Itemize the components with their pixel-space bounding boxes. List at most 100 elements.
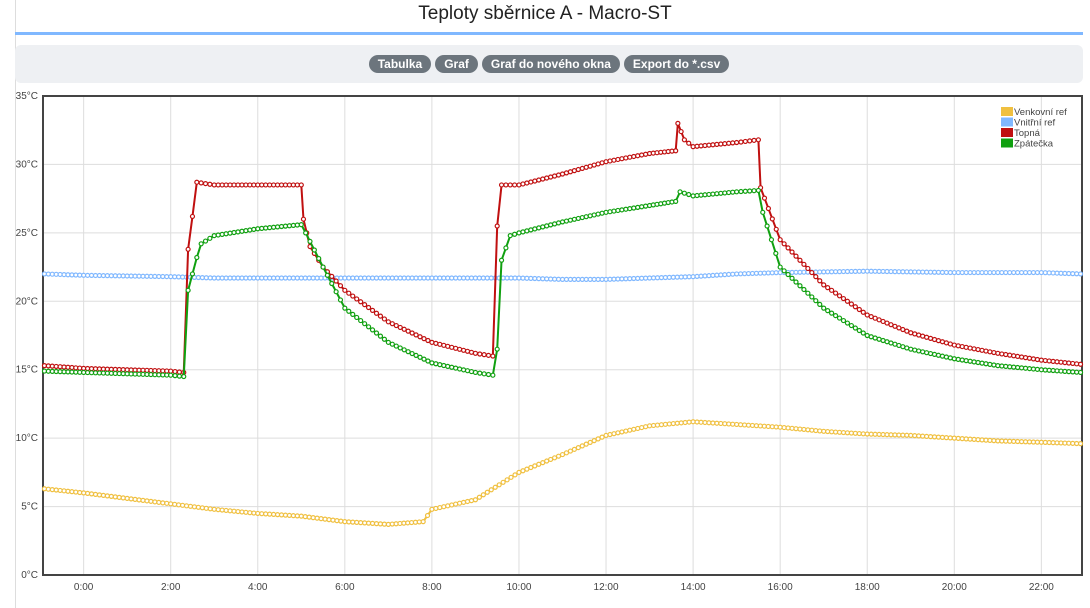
data-point — [333, 289, 339, 295]
data-point — [302, 514, 308, 520]
data-point — [247, 227, 253, 233]
data-point — [840, 295, 847, 302]
data-point — [836, 293, 843, 299]
data-point — [311, 247, 317, 253]
data-point — [825, 308, 831, 314]
data-point — [231, 229, 237, 236]
data-point — [773, 226, 779, 232]
data-point — [789, 275, 795, 281]
data-point — [559, 451, 566, 458]
data-point — [955, 356, 961, 362]
data-point — [619, 207, 625, 213]
data-point — [500, 479, 506, 485]
data-point — [512, 231, 518, 237]
data-point — [995, 350, 1001, 356]
data-point — [84, 490, 91, 496]
data-point — [385, 319, 391, 325]
data-point — [460, 499, 467, 505]
data-point — [494, 223, 500, 229]
data-point — [777, 264, 783, 270]
data-point — [979, 360, 985, 366]
data-point — [587, 439, 593, 445]
data-point — [677, 189, 683, 195]
data-point — [567, 448, 574, 454]
data-point — [923, 350, 930, 356]
data-point — [591, 438, 597, 444]
data-point — [498, 257, 505, 263]
table-button[interactable]: Tabulka — [368, 55, 432, 73]
data-point — [607, 158, 613, 164]
data-point — [559, 219, 566, 225]
data-point — [365, 324, 372, 330]
data-point — [329, 273, 335, 279]
data-point — [314, 515, 320, 521]
data-point — [813, 274, 819, 280]
data-point — [563, 218, 570, 224]
chart-new-window-button[interactable]: Graf do nového okna — [481, 55, 620, 73]
data-point — [579, 443, 585, 449]
data-point — [765, 205, 772, 212]
data-point — [300, 216, 307, 222]
data-point — [639, 424, 645, 431]
x-tick-label: 10:00 — [506, 582, 531, 593]
data-point — [1011, 353, 1017, 359]
data-point — [971, 359, 977, 365]
data-point — [397, 345, 403, 351]
data-point — [643, 203, 649, 209]
data-point — [809, 269, 815, 276]
data-point — [194, 254, 200, 261]
y-tick-label: 30°C — [16, 159, 38, 170]
data-point — [751, 137, 757, 143]
data-point — [860, 309, 866, 315]
x-tick-label: 2:00 — [161, 582, 181, 593]
data-point — [183, 503, 190, 509]
export-csv-button[interactable]: Export do *.csv — [623, 55, 730, 73]
data-point — [441, 504, 447, 510]
data-point — [627, 427, 633, 433]
data-point — [587, 213, 593, 219]
x-tick-label: 4:00 — [248, 582, 268, 593]
data-point — [211, 232, 217, 239]
data-point — [194, 179, 200, 185]
data-point — [793, 253, 799, 259]
data-point — [967, 345, 973, 351]
data-point — [338, 518, 344, 524]
data-point — [983, 361, 989, 367]
data-point — [156, 499, 162, 505]
data-point — [112, 494, 118, 500]
series-0 — [41, 419, 1084, 527]
data-point — [198, 180, 204, 186]
data-point — [829, 310, 835, 316]
data-point — [983, 348, 989, 354]
data-point — [88, 491, 95, 497]
data-point — [468, 497, 475, 504]
data-point — [673, 148, 679, 154]
data-point — [176, 373, 183, 379]
data-point — [207, 235, 213, 241]
data-point — [751, 188, 757, 194]
data-point — [377, 333, 384, 339]
data-point — [785, 245, 791, 251]
data-point — [354, 296, 360, 302]
data-point — [316, 255, 322, 262]
y-tick-label: 35°C — [16, 91, 38, 102]
data-point — [761, 195, 768, 201]
data-point — [673, 198, 679, 204]
title-divider — [15, 32, 1083, 35]
data-point — [991, 362, 997, 368]
data-point — [429, 506, 435, 512]
data-point — [603, 209, 609, 215]
data-point — [421, 356, 427, 362]
data-point — [1003, 351, 1009, 358]
data-point — [738, 139, 744, 145]
data-point — [420, 519, 426, 525]
data-point — [148, 498, 154, 504]
data-point — [852, 325, 858, 331]
data-point — [346, 308, 352, 314]
data-point — [198, 241, 204, 247]
chart-button[interactable]: Graf — [435, 55, 478, 73]
data-point — [303, 230, 309, 236]
data-point — [789, 249, 795, 255]
data-point — [611, 157, 617, 163]
